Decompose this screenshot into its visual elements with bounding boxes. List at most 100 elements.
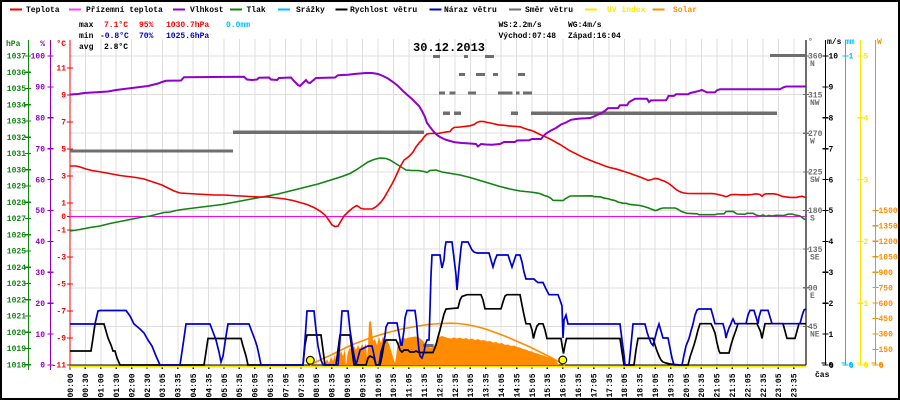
svg-text:12:35: 12:35	[452, 373, 461, 397]
svg-text:1020: 1020	[7, 329, 26, 338]
svg-text:1026: 1026	[7, 231, 26, 240]
svg-text:°: °	[808, 38, 813, 47]
svg-text:2: 2	[829, 300, 834, 309]
svg-text:225: 225	[808, 169, 823, 178]
svg-text:50: 50	[35, 207, 45, 216]
svg-text:22:35: 22:35	[760, 373, 769, 397]
svg-text:21:05: 21:05	[714, 373, 723, 397]
svg-text:0.0mm: 0.0mm	[226, 21, 250, 30]
svg-text:90: 90	[808, 284, 818, 293]
svg-text:7: 7	[829, 145, 834, 154]
svg-text:%: %	[40, 40, 45, 49]
svg-text:1027: 1027	[7, 215, 26, 224]
svg-text:180: 180	[808, 207, 823, 216]
svg-text:360: 360	[808, 53, 823, 62]
svg-text:1023: 1023	[7, 280, 26, 289]
svg-text:00:00: 00:00	[67, 373, 76, 397]
svg-text:0: 0	[864, 362, 869, 371]
svg-text:min: min	[79, 32, 94, 41]
svg-text:-5: -5	[56, 281, 66, 290]
svg-text:750: 750	[879, 284, 894, 293]
svg-text:S: S	[810, 215, 815, 224]
svg-text:max: max	[79, 21, 94, 30]
svg-text:1: 1	[864, 300, 869, 309]
svg-text:03:35: 03:35	[175, 373, 184, 397]
svg-text:mm: mm	[845, 38, 855, 47]
svg-text:01:30: 01:30	[113, 373, 122, 397]
svg-text:9: 9	[61, 92, 66, 101]
svg-text:-9: -9	[56, 335, 66, 344]
svg-text:1025.6hPa: 1025.6hPa	[166, 32, 209, 41]
svg-text:1021: 1021	[7, 313, 26, 322]
svg-text:5: 5	[61, 146, 66, 155]
svg-text:Směr větru: Směr větru	[525, 6, 573, 15]
svg-text:07:05: 07:05	[282, 373, 291, 397]
svg-text:11: 11	[56, 65, 66, 74]
svg-text:450: 450	[879, 315, 894, 324]
svg-text:N: N	[810, 60, 815, 69]
svg-text:06:35: 06:35	[267, 373, 276, 397]
svg-text:1022: 1022	[7, 296, 26, 305]
svg-text:20:05: 20:05	[683, 373, 692, 397]
svg-text:14:35: 14:35	[513, 373, 522, 397]
svg-text:01:00: 01:00	[98, 373, 107, 397]
svg-text:Solar: Solar	[673, 6, 697, 15]
svg-text:Západ:16:04: Západ:16:04	[568, 32, 621, 41]
svg-text:90: 90	[35, 84, 45, 93]
svg-text:WS:2.2m/s: WS:2.2m/s	[499, 21, 542, 30]
svg-text:03:05: 03:05	[159, 373, 168, 397]
svg-text:°C: °C	[56, 40, 66, 49]
svg-text:1500: 1500	[879, 207, 898, 216]
svg-text:9: 9	[829, 84, 834, 93]
svg-text:1029: 1029	[7, 183, 26, 192]
svg-text:10:35: 10:35	[390, 373, 399, 397]
svg-text:6: 6	[829, 176, 834, 185]
svg-text:0: 0	[879, 362, 884, 371]
svg-text:Vlhkost: Vlhkost	[190, 6, 224, 15]
svg-text:20: 20	[35, 300, 45, 309]
svg-text:02:30: 02:30	[144, 373, 153, 397]
svg-text:08:05: 08:05	[313, 373, 322, 397]
svg-text:13:05: 13:05	[467, 373, 476, 397]
svg-text:0: 0	[61, 213, 66, 222]
svg-text:16:35: 16:35	[575, 373, 584, 397]
svg-text:22:05: 22:05	[744, 373, 753, 397]
svg-text:16:05: 16:05	[560, 373, 569, 397]
svg-text:1036: 1036	[7, 69, 26, 78]
svg-text:11:35: 11:35	[421, 373, 430, 397]
svg-text:600: 600	[879, 300, 894, 309]
svg-text:30: 30	[35, 269, 45, 278]
svg-text:5: 5	[829, 207, 834, 216]
svg-text:SW: SW	[810, 176, 820, 185]
svg-text:1018: 1018	[7, 361, 26, 370]
svg-text:17:35: 17:35	[606, 373, 615, 397]
svg-text:Východ:07:48: Východ:07:48	[499, 32, 557, 41]
svg-text:10: 10	[829, 53, 839, 62]
svg-text:06:05: 06:05	[252, 373, 261, 397]
svg-text:1030: 1030	[7, 166, 26, 175]
svg-text:1019: 1019	[7, 345, 26, 354]
svg-text:-3: -3	[56, 254, 66, 263]
svg-text:0: 0	[849, 362, 854, 371]
svg-text:09:05: 09:05	[344, 373, 353, 397]
svg-text:1033: 1033	[7, 118, 26, 127]
svg-text:30.12.2013: 30.12.2013	[413, 41, 485, 55]
svg-text:18:05: 18:05	[621, 373, 630, 397]
svg-text:07:35: 07:35	[298, 373, 307, 397]
svg-text:19:35: 19:35	[667, 373, 676, 397]
svg-text:11:05: 11:05	[406, 373, 415, 397]
svg-text:hPa: hPa	[6, 40, 21, 49]
svg-text:8: 8	[829, 115, 834, 124]
svg-text:1028: 1028	[7, 199, 26, 208]
svg-text:W: W	[810, 137, 815, 146]
svg-text:7.1°C: 7.1°C	[104, 21, 128, 30]
svg-text:20:35: 20:35	[698, 373, 707, 397]
svg-text:0: 0	[829, 362, 834, 371]
svg-text:W: W	[877, 38, 882, 47]
svg-text:40: 40	[35, 238, 45, 247]
svg-text:5: 5	[864, 53, 869, 62]
svg-text:18:35: 18:35	[637, 373, 646, 397]
svg-text:1: 1	[61, 200, 66, 209]
svg-text:3: 3	[61, 173, 66, 182]
svg-text:08:35: 08:35	[329, 373, 338, 397]
